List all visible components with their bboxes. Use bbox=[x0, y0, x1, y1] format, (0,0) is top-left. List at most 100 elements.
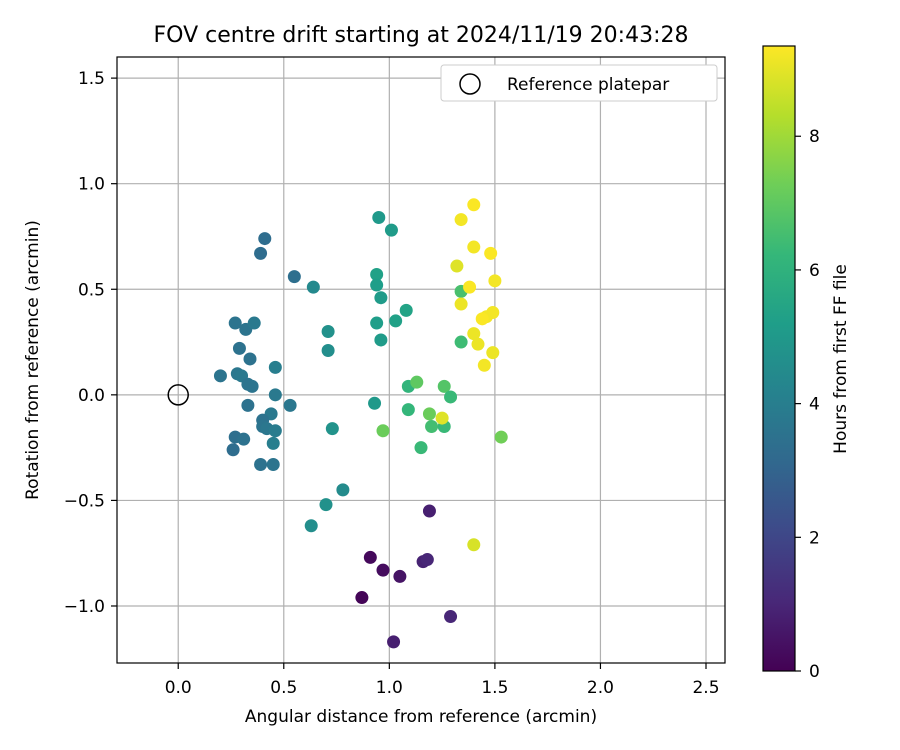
legend: Reference platepar bbox=[440, 64, 718, 102]
data-point bbox=[454, 335, 468, 349]
data-point bbox=[319, 498, 333, 512]
colorbar-tick-label: 0 bbox=[809, 662, 820, 682]
data-point bbox=[254, 246, 268, 260]
data-point bbox=[437, 379, 451, 393]
data-point bbox=[355, 591, 369, 605]
x-axis-label: Angular distance from reference (arcmin) bbox=[245, 707, 597, 727]
data-point bbox=[467, 327, 481, 341]
y-tick-label: 1.0 bbox=[78, 175, 105, 195]
data-point bbox=[247, 316, 261, 330]
data-point bbox=[422, 407, 436, 421]
grid-lines bbox=[117, 57, 725, 663]
data-point bbox=[304, 519, 318, 533]
data-point bbox=[321, 343, 335, 357]
data-point bbox=[401, 403, 415, 417]
data-point bbox=[463, 280, 477, 294]
x-tick-label: 2.5 bbox=[692, 678, 719, 698]
data-point bbox=[268, 360, 282, 374]
data-point bbox=[467, 198, 481, 212]
data-point bbox=[370, 278, 384, 292]
data-point bbox=[370, 316, 384, 330]
data-point bbox=[368, 396, 382, 410]
data-point bbox=[488, 274, 502, 288]
y-axis-ticks: −1.0 −0.5 0.0 0.5 1.0 1.5 bbox=[64, 69, 117, 617]
data-point bbox=[450, 259, 464, 273]
colorbar: 0 2 4 6 8 Hours from first FF file bbox=[762, 45, 851, 682]
data-point bbox=[486, 346, 500, 360]
data-point bbox=[477, 358, 491, 372]
data-point bbox=[258, 232, 272, 246]
data-point bbox=[325, 422, 339, 436]
data-point bbox=[213, 369, 227, 383]
data-point bbox=[336, 483, 350, 497]
data-point bbox=[435, 411, 449, 425]
data-point bbox=[444, 390, 458, 404]
x-tick-label: 0.0 bbox=[165, 678, 192, 698]
reference-point bbox=[167, 384, 189, 406]
data-point bbox=[384, 223, 398, 237]
data-point bbox=[245, 379, 259, 393]
reference-platepar-marker bbox=[167, 384, 189, 406]
data-point bbox=[268, 388, 282, 402]
data-point bbox=[232, 341, 246, 355]
plot-frame bbox=[116, 56, 726, 664]
data-point bbox=[376, 424, 390, 438]
data-point bbox=[266, 458, 280, 472]
colorbar-label: Hours from first FF file bbox=[831, 264, 851, 454]
colorbar-tick-label: 6 bbox=[809, 261, 820, 281]
colorbar-ticks: 0 2 4 6 8 bbox=[795, 127, 820, 682]
x-axis-ticks: 0.0 0.5 1.0 1.5 2.0 2.5 bbox=[165, 663, 720, 698]
data-point bbox=[228, 316, 242, 330]
y-axis-label: Rotation from reference (arcmin) bbox=[23, 220, 43, 500]
data-point bbox=[254, 458, 268, 472]
data-point bbox=[422, 504, 436, 518]
legend-label: Reference platepar bbox=[507, 75, 669, 95]
y-tick-label: −0.5 bbox=[64, 491, 105, 511]
data-point bbox=[467, 538, 481, 552]
data-points bbox=[213, 198, 508, 649]
data-point bbox=[374, 333, 388, 347]
x-tick-label: 1.5 bbox=[481, 678, 508, 698]
chart-title: FOV centre drift starting at 2024/11/19 … bbox=[154, 23, 689, 48]
data-point bbox=[494, 430, 508, 444]
colorbar-tick-label: 8 bbox=[809, 127, 820, 147]
data-point bbox=[454, 297, 468, 311]
data-point bbox=[372, 210, 386, 224]
data-point bbox=[376, 563, 390, 577]
data-point bbox=[410, 375, 424, 389]
data-point bbox=[414, 441, 428, 455]
y-tick-label: 0.0 bbox=[78, 386, 105, 406]
colorbar-gradient bbox=[762, 45, 796, 672]
data-point bbox=[306, 280, 320, 294]
data-point bbox=[237, 432, 251, 446]
data-point bbox=[387, 635, 401, 649]
data-point bbox=[454, 213, 468, 227]
x-tick-label: 1.0 bbox=[376, 678, 403, 698]
x-tick-label: 2.0 bbox=[587, 678, 614, 698]
data-point bbox=[363, 550, 377, 564]
data-point bbox=[370, 267, 384, 281]
legend-reference-icon bbox=[459, 73, 481, 95]
legend-box bbox=[440, 64, 718, 102]
data-point bbox=[399, 303, 413, 317]
colorbar-tick-label: 4 bbox=[809, 395, 820, 415]
data-point bbox=[268, 424, 282, 438]
y-tick-label: −1.0 bbox=[64, 597, 105, 617]
data-point bbox=[393, 569, 407, 583]
data-point bbox=[374, 291, 388, 305]
data-point bbox=[243, 352, 257, 366]
data-point bbox=[389, 314, 403, 328]
data-point bbox=[287, 270, 301, 284]
data-point bbox=[484, 246, 498, 260]
data-point bbox=[475, 312, 489, 326]
data-point bbox=[226, 443, 240, 457]
data-point bbox=[321, 324, 335, 338]
y-tick-label: 1.5 bbox=[78, 69, 105, 89]
data-point bbox=[425, 420, 439, 434]
data-point bbox=[266, 436, 280, 450]
data-point bbox=[467, 240, 481, 254]
data-point bbox=[444, 610, 458, 624]
colorbar-tick-label: 2 bbox=[809, 528, 820, 548]
y-tick-label: 0.5 bbox=[78, 280, 105, 300]
